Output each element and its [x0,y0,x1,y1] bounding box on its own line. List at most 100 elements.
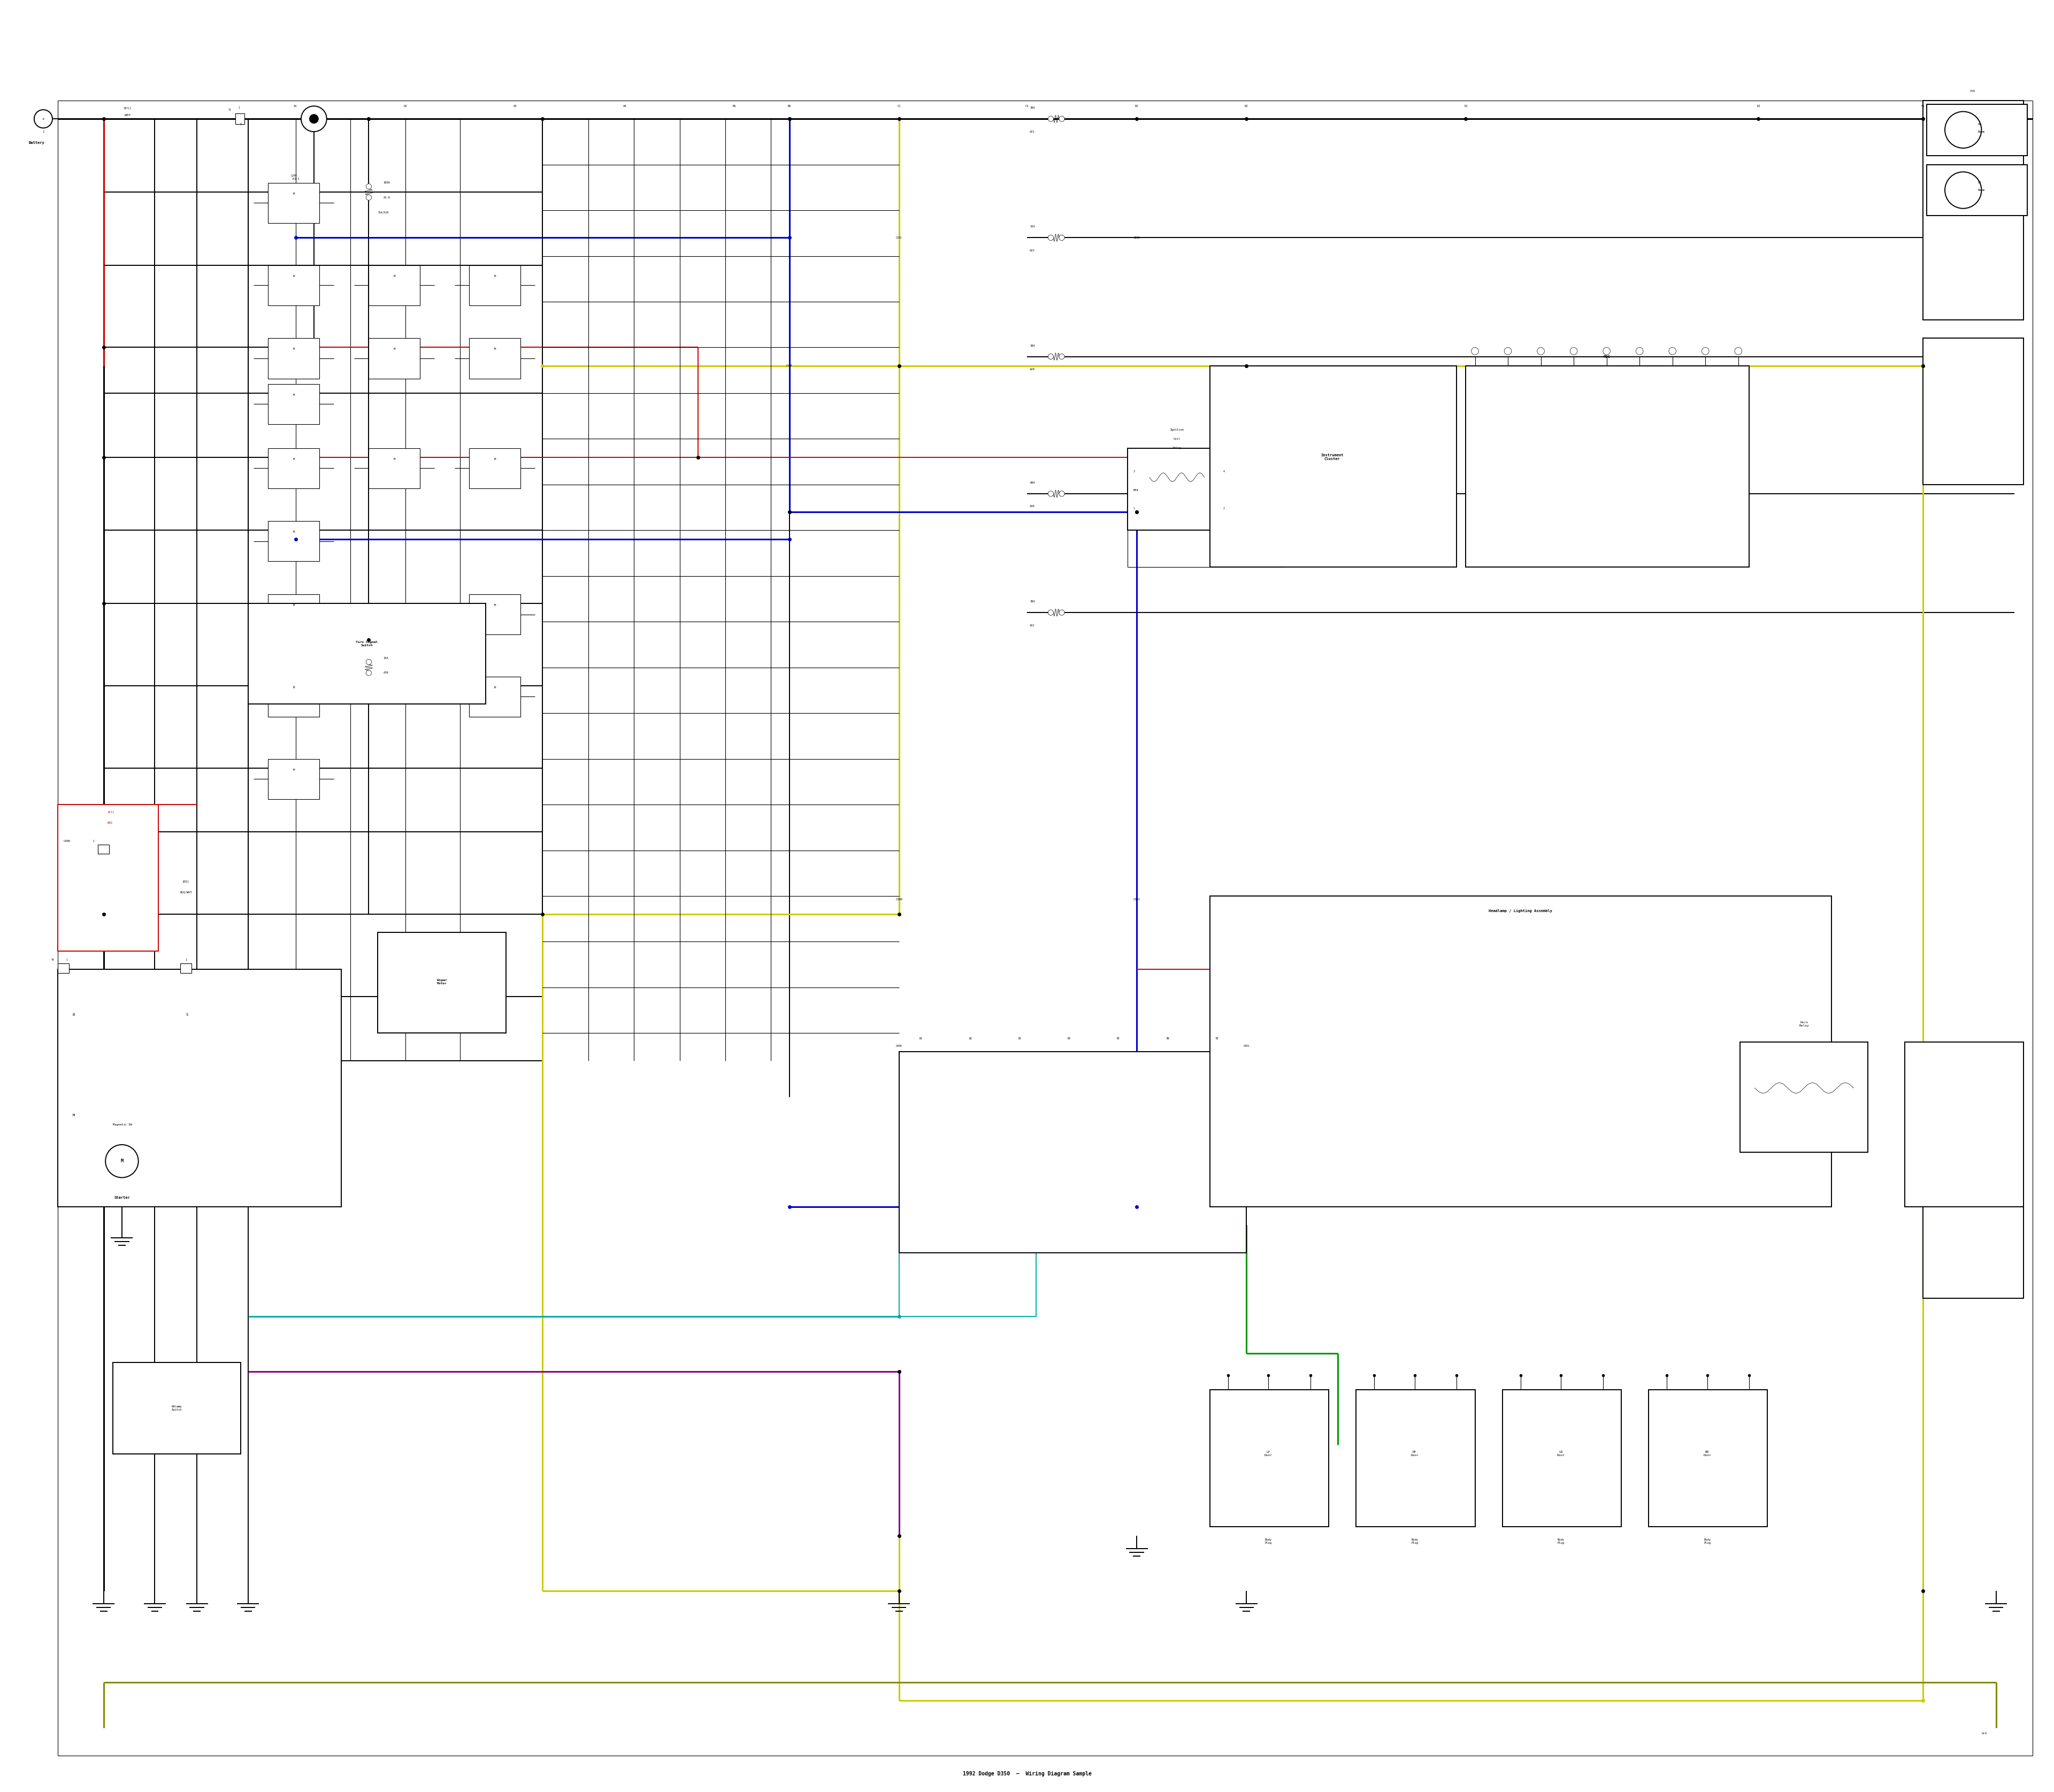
Bar [1128,448,1228,530]
Circle shape [105,1145,138,1177]
Bar [468,448,520,487]
Text: Beam: Beam [1978,131,1984,133]
Bar [99,844,109,855]
Text: B3: B3 [1019,1038,1021,1039]
Text: A4: A4 [622,104,626,108]
Circle shape [1060,116,1064,122]
Circle shape [1048,116,1054,122]
Circle shape [1736,348,1742,355]
Text: M: M [72,1115,74,1116]
Circle shape [1048,609,1054,615]
Text: B5: B5 [1117,1038,1119,1039]
Circle shape [366,195,372,201]
Text: C300: C300 [896,898,902,901]
Text: E1: E1 [1465,104,1467,108]
Circle shape [1048,491,1054,496]
Text: C201: C201 [896,237,902,238]
Bar [269,758,318,799]
Text: C100: C100 [787,364,793,367]
Bar [269,521,318,561]
Bar [58,969,341,1206]
Bar [181,964,191,973]
Text: C200: C200 [292,174,298,177]
Bar [1923,100,2023,321]
Bar [370,265,419,305]
Text: HI: HI [1978,124,1982,125]
Text: Grd: Grd [1982,1733,1986,1735]
Circle shape [302,106,327,131]
Bar [468,677,520,717]
Bar [113,1362,240,1453]
Text: Body
Plug: Body Plug [1703,1539,1711,1545]
Circle shape [1602,348,1610,355]
Text: A21: A21 [1029,131,1035,133]
Circle shape [1060,235,1064,240]
Circle shape [1569,348,1577,355]
Bar [269,183,318,222]
Text: M: M [121,1159,123,1163]
Text: LR
Door: LR Door [1557,1452,1565,1457]
Text: PDC: PDC [1604,355,1610,358]
Text: RR
Door: RR Door [1703,1452,1711,1457]
Text: D2: D2 [1245,104,1249,108]
Text: C2: C2 [1025,104,1029,108]
Bar [1740,1043,1867,1152]
Text: S: S [187,1012,189,1016]
Text: B2: B2 [787,104,791,108]
Text: Ignition: Ignition [1171,428,1183,432]
Bar [370,448,419,487]
Text: Hdlamp
Switch: Hdlamp Switch [173,1405,183,1410]
Text: C406: C406 [64,840,70,842]
Text: LF
Door: LF Door [1265,1452,1271,1457]
Circle shape [1060,491,1064,496]
Text: 60A: 60A [1029,482,1035,484]
Text: A31: A31 [1029,624,1035,627]
Bar [1467,366,1750,566]
Bar [468,265,520,305]
Text: Magnetic SW: Magnetic SW [113,1124,131,1125]
Circle shape [1048,235,1054,240]
Text: C401: C401 [1243,1045,1249,1047]
Text: D1: D1 [1136,104,1138,108]
Bar [249,604,487,704]
Text: B2: B2 [969,1038,972,1039]
Bar [269,595,318,634]
Bar [1927,104,2027,156]
Bar [58,805,158,952]
Text: B: B [72,1012,74,1016]
Circle shape [1060,609,1064,615]
Text: Starter: Starter [113,1195,129,1199]
Text: C400: C400 [896,1045,902,1047]
Text: Wiper
Motor: Wiper Motor [438,978,448,986]
Text: +: + [43,116,45,120]
Circle shape [35,109,53,127]
Text: 30A: 30A [1029,600,1035,602]
Text: 15A: 15A [1029,226,1035,228]
Bar [269,339,318,378]
Circle shape [1060,353,1064,360]
Bar [378,932,505,1034]
Bar [236,113,244,124]
Text: Battery: Battery [29,142,45,143]
Text: Beam: Beam [1978,188,1984,192]
Circle shape [1471,348,1479,355]
Text: Relay: Relay [1173,446,1181,450]
Text: A30: A30 [1029,505,1035,507]
Bar [1927,165,2027,215]
Circle shape [310,115,318,124]
Bar [900,1170,1035,1317]
Circle shape [1701,348,1709,355]
Circle shape [1504,348,1512,355]
Bar [468,595,520,634]
Text: LO: LO [1978,181,1982,185]
Text: A29: A29 [1029,367,1035,371]
Text: ←A1-5: ←A1-5 [292,177,300,181]
Circle shape [1668,348,1676,355]
Text: C59: C59 [1970,90,1976,93]
Text: A16: A16 [384,672,388,674]
Text: E2: E2 [1756,104,1760,108]
Text: T1: T1 [228,108,232,111]
Circle shape [366,185,372,190]
Bar [269,383,318,425]
Text: WHT: WHT [125,115,129,116]
